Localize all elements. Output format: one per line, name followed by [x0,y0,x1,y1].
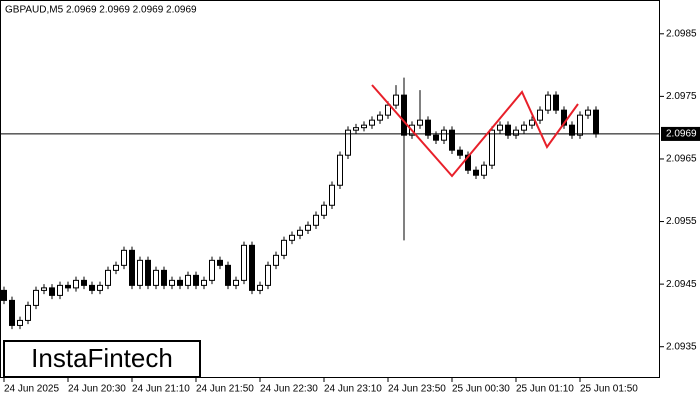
candle-body [297,229,303,236]
logo-box [3,340,201,378]
candle-body [249,244,255,291]
candle-body [153,269,159,286]
candle-body [521,124,527,131]
candle-body [361,124,367,129]
y-tick-label: 2.0985 [666,28,697,39]
candle-body [377,114,383,121]
candle-body [417,119,423,126]
candle-body [57,284,63,296]
candle-body [505,124,511,136]
x-tick-label: 25 Jun 00:30 [452,384,510,395]
candle-body [209,259,215,281]
candle-body [473,169,479,176]
x-tick-label: 25 Jun 01:10 [516,384,574,395]
candle-body [369,119,375,126]
candle-body [329,184,335,206]
x-tick-label: 25 Jun 01:50 [580,384,638,395]
candle-body [465,154,471,171]
candle-body [425,119,431,136]
candle-body [1,289,7,301]
candle-body [145,259,151,286]
candle-body [577,114,583,136]
candle-body [393,94,399,106]
candle-body [553,94,559,111]
x-tick-label: 24 Jun 23:50 [388,384,446,395]
candle-body [457,149,463,156]
y-tick-label: 2.0945 [666,279,697,290]
candle-body [489,129,495,166]
candle-body [313,214,319,226]
x-tick-label: 24 Jun 22:30 [260,384,318,395]
candle-body [233,279,239,286]
current-price-box [661,126,700,141]
candle-body [289,234,295,241]
candle-body [81,279,87,286]
candle-body [129,249,135,286]
x-tick-label: 24 Jun 2025 [4,384,59,395]
candle-body [321,204,327,216]
candle-body [113,264,119,271]
candle-body [89,284,95,291]
chart-header: GBPAUD,M5 2.0969 2.0969 2.0969 2.0969 [5,5,197,16]
candle-body [561,109,567,126]
candle-body [169,279,175,286]
candle-body [345,129,351,156]
candle-body [33,289,39,306]
candle-body [401,94,407,136]
candle-body [545,94,551,111]
candle-body [177,279,183,286]
candle-body [481,164,487,176]
candle-body [433,134,439,141]
x-tick-label: 24 Jun 23:10 [324,384,382,395]
x-tick-label: 24 Jun 20:30 [68,384,126,395]
x-tick-label: 24 Jun 21:10 [132,384,190,395]
logo: InstaFintech [31,343,173,373]
candle-body [241,244,247,281]
candle-body [537,109,543,121]
candle-body [265,264,271,286]
x-tick-label: 24 Jun 21:50 [196,384,254,395]
candle-body [385,104,391,116]
candle-body [97,284,103,291]
pattern-line [371,84,579,178]
candle-body [217,259,223,266]
candle-body [273,254,279,266]
candle-body [449,129,455,151]
candle-body [17,319,23,326]
candle-body [185,274,191,286]
candle-body [513,129,519,136]
candle-body [225,264,231,286]
candle-body [49,287,55,296]
y-tick-label: 2.0975 [666,91,697,102]
candle-body [121,249,127,266]
candle-body [337,154,343,186]
candle-body [137,259,143,286]
candle-body [353,127,359,131]
candle-body [201,279,207,286]
candle-body [593,109,599,135]
candle-body [41,287,47,291]
y-tick-label: 2.0955 [666,216,697,227]
candle-body [105,269,111,286]
y-tick-label: 2.0935 [666,341,697,352]
current-price-label: 2.0969 [666,129,697,140]
candle-body [25,304,31,321]
candle-body [497,124,503,131]
candle-body [65,284,71,289]
candle-body [281,239,287,256]
candle-body [161,269,167,286]
candle-body [529,119,535,126]
candle-body [9,299,15,326]
candle-body [305,224,311,231]
candle-body [569,124,575,136]
candle-body [441,129,447,141]
candle-body [257,284,263,291]
candle-body [73,279,79,289]
candle-body [193,274,199,286]
y-tick-label: 2.0965 [666,154,697,165]
candle-body [585,109,591,116]
